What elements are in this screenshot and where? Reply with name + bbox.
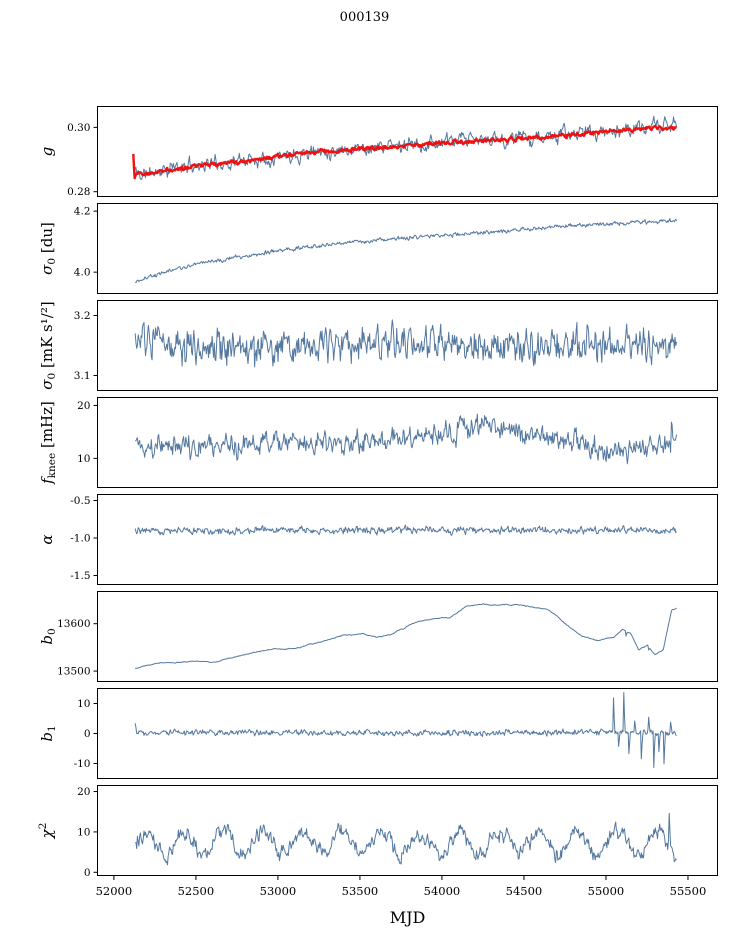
y-axis-label-alpha: α (38, 534, 56, 544)
x-tick-label: 54500 (506, 884, 543, 898)
series-chi2 (135, 812, 677, 866)
panel-frame (97, 300, 718, 391)
panel-b1: 10 0 -10 b1 (38, 688, 718, 779)
panel-b0: 13600 13500 b0 (38, 591, 718, 682)
panel-sigma0-mk: 3.2 3.1 σ0 [mK s¹/²] (38, 300, 718, 391)
series-b1 (134, 691, 677, 769)
panel-g: 0.30 0.28 g (38, 106, 718, 197)
y-axis-label-g: g (38, 147, 56, 157)
panels-stack: 0.30 0.28 g 4.2 4.0 σ0 [du] 3.2 3.1 σ0 [mK s¹/²]… (0, 106, 729, 876)
y-axis-label-fknee: fknee [mHz] (38, 401, 58, 485)
panel-chi2: 20 10 0 χ2 (37, 785, 718, 876)
y-tick-label: 10 (77, 826, 90, 838)
panel-sigma0-du: 4.2 4.0 σ0 [du] (38, 203, 718, 294)
y-tick-label: 20 (77, 400, 90, 412)
x-tick-label: 55000 (588, 884, 625, 898)
series-fknee (135, 413, 677, 465)
y-tick-label: 0 (84, 867, 91, 876)
panel-frame (97, 397, 718, 488)
x-tick-label: 53000 (260, 884, 297, 898)
series-sigma0-mk (134, 319, 677, 368)
y-tick-label: 10 (77, 698, 90, 710)
y-tick-label: 0.30 (67, 122, 90, 134)
x-axis: 52000 52500 53000 53500 54000 54500 55000 55500… (96, 876, 707, 927)
y-axis-label-b1: b1 (38, 725, 58, 741)
series-sigma0-du (134, 218, 677, 284)
y-tick-label: -0.5 (70, 495, 90, 507)
y-axis-label-b0: b0 (38, 628, 58, 644)
x-axis-area: 52000 52500 53000 53500 54000 54500 55000 55500… (0, 876, 729, 940)
y-tick-label: 20 (77, 786, 90, 798)
figure-title: 000139 (339, 10, 390, 25)
panel-series-group (134, 218, 677, 284)
panel-series-group (132, 115, 678, 180)
panel-series-group (135, 812, 677, 866)
x-tick-label: 52500 (178, 884, 215, 898)
x-tick-label: 54000 (424, 884, 461, 898)
y-tick-label: -1.0 (70, 533, 90, 545)
y-axis-label-chi2: χ2 (37, 823, 56, 840)
panel-series-group (135, 413, 677, 465)
y-tick-label: 13600 (57, 618, 90, 630)
panel-frame (97, 494, 718, 585)
panel-series-group (134, 319, 677, 368)
x-tick-label: 52000 (96, 884, 133, 898)
y-tick-label: 0 (84, 728, 91, 740)
panel-frame (97, 203, 718, 294)
x-axis-title: MJD (390, 908, 426, 927)
panel-alpha: -0.5 -1.0 -1.5 α (38, 494, 718, 585)
y-tick-label: 3.2 (74, 310, 91, 322)
panel-fknee: 20 10 fknee [mHz] (38, 397, 718, 488)
series-gain-fit (132, 124, 678, 180)
panel-frame (97, 785, 718, 876)
panel-frame (97, 591, 718, 682)
y-tick-label: 4.0 (74, 267, 91, 279)
series-alpha (134, 524, 677, 536)
series-b0 (134, 603, 677, 670)
y-axis-label-sigma0-du: σ0 [du] (38, 222, 58, 275)
y-tick-label: 0.28 (67, 186, 90, 197)
y-tick-label: 3.1 (74, 370, 91, 382)
panel-series-group (134, 603, 677, 670)
y-axis-label-sigma0-mk: σ0 [mK s¹/²] (38, 301, 58, 389)
x-tick-label: 53500 (342, 884, 379, 898)
y-tick-label: 13500 (57, 666, 90, 678)
y-tick-label: -1.5 (70, 570, 90, 582)
panel-series-group (134, 524, 677, 536)
y-tick-label: 4.2 (74, 206, 91, 218)
x-tick-label: 55500 (670, 884, 707, 898)
y-tick-label: -10 (74, 758, 91, 770)
y-tick-label: 10 (77, 453, 90, 465)
panel-frame (97, 106, 718, 197)
panel-series-group (134, 691, 677, 769)
series-gain-raw (134, 115, 677, 180)
